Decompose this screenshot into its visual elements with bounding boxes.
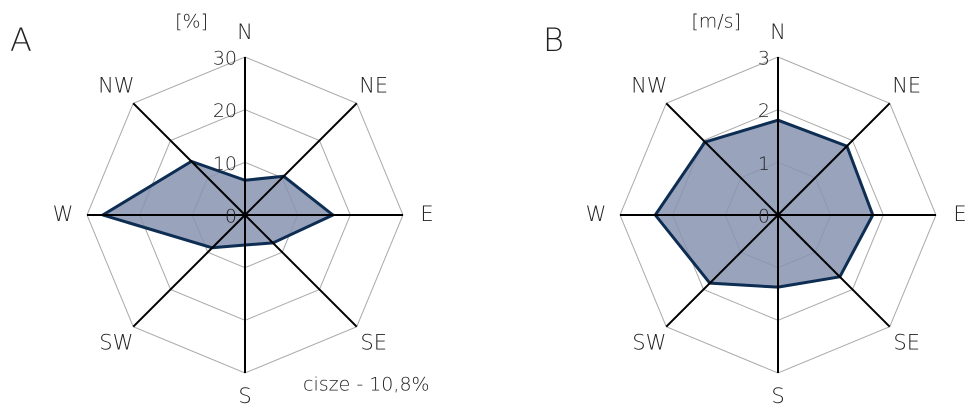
category-label: N xyxy=(770,20,786,44)
category-label: NE xyxy=(359,73,388,97)
annotation: cisze - 10,8% xyxy=(303,374,430,396)
category-label: SW xyxy=(632,331,666,355)
tick-label: 30 xyxy=(213,48,237,70)
category-label: S xyxy=(771,384,784,408)
axis-line xyxy=(665,214,779,328)
category-label: E xyxy=(420,202,433,226)
category-label: W xyxy=(53,202,74,226)
axis-line xyxy=(777,214,891,328)
category-label: E xyxy=(953,202,965,226)
panel-title: B xyxy=(543,21,564,59)
axis-line xyxy=(244,214,358,328)
category-label: NE xyxy=(892,73,921,97)
category-label: NW xyxy=(98,73,134,97)
data-area xyxy=(653,118,875,289)
panel-title: A xyxy=(10,21,32,59)
axis-line xyxy=(132,102,246,216)
category-label: N xyxy=(237,20,253,44)
unit-label: [m/s] xyxy=(691,11,741,33)
axis-line xyxy=(665,102,779,216)
tick-label: 0 xyxy=(758,206,770,228)
category-label: W xyxy=(586,202,607,226)
tick-label: 0 xyxy=(225,206,237,228)
tick-label: 20 xyxy=(213,100,237,122)
tick-label: 3 xyxy=(758,48,770,70)
category-label: SE xyxy=(893,331,920,355)
tick-label: 1 xyxy=(758,153,770,175)
unit-label: [%] xyxy=(175,11,208,33)
axis-line xyxy=(244,102,358,216)
axis-line xyxy=(132,214,246,328)
tick-label: 10 xyxy=(213,153,237,175)
category-label: NW xyxy=(631,73,667,97)
category-label: S xyxy=(238,384,251,408)
axis-line xyxy=(777,102,891,216)
tick-label: 2 xyxy=(758,100,770,122)
category-label: SE xyxy=(360,331,387,355)
category-label: SW xyxy=(99,331,133,355)
